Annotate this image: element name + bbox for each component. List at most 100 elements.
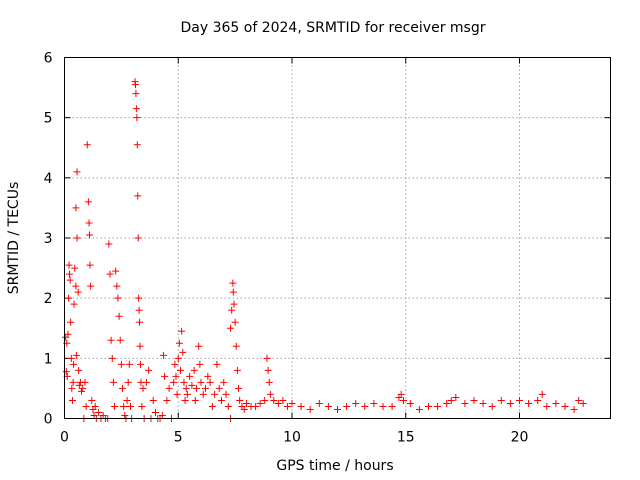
data-point [561, 402, 569, 410]
data-point [232, 342, 240, 350]
data-point [73, 234, 81, 242]
data-point [227, 324, 235, 332]
data-point [388, 402, 396, 410]
data-point [192, 384, 200, 392]
data-point [236, 396, 244, 404]
data-point [497, 396, 505, 404]
data-point [136, 318, 144, 326]
data-point [183, 390, 191, 398]
data-point [534, 396, 542, 404]
data-point [352, 399, 360, 407]
x-tick-labels: 0 5 10 15 20 [60, 430, 528, 446]
data-point [230, 300, 238, 308]
data-point [191, 396, 199, 404]
y-tick-label: 0 [44, 412, 53, 428]
data-point [65, 294, 73, 302]
data-point [135, 294, 143, 302]
data-point [165, 384, 173, 392]
data-points [62, 78, 587, 422]
data-point [68, 384, 76, 392]
data-point [172, 372, 180, 380]
data-point [211, 390, 219, 398]
data-point [123, 396, 131, 404]
x-axis-label: GPS time / hours [276, 458, 393, 474]
data-point [115, 312, 123, 320]
data-point [256, 399, 264, 407]
data-point [204, 372, 212, 380]
data-point [158, 411, 166, 419]
data-point [73, 168, 81, 176]
data-point [69, 378, 77, 386]
data-point [70, 360, 78, 368]
data-point [265, 378, 273, 386]
data-point [95, 408, 103, 416]
data-point [213, 360, 221, 368]
x-tick-label: 10 [283, 430, 301, 446]
data-point [66, 276, 74, 284]
data-point [235, 384, 243, 392]
data-point [109, 378, 117, 386]
data-point [149, 396, 157, 404]
data-point [240, 405, 248, 413]
data-point [182, 384, 190, 392]
data-point [105, 240, 113, 248]
data-point [66, 270, 74, 278]
data-point [195, 342, 203, 350]
data-point [108, 354, 116, 362]
data-point [233, 366, 241, 374]
data-point [84, 198, 92, 206]
data-point [186, 372, 194, 380]
data-point [64, 330, 72, 338]
data-point [170, 378, 178, 386]
data-point [117, 360, 125, 368]
data-point [173, 390, 181, 398]
data-point [434, 402, 442, 410]
data-point [470, 396, 478, 404]
data-point [67, 354, 75, 362]
data-point [62, 368, 70, 376]
data-point [159, 351, 167, 359]
data-point [196, 360, 204, 368]
data-point [252, 402, 260, 410]
data-point [506, 399, 514, 407]
data-point [88, 396, 96, 404]
data-point [222, 390, 230, 398]
data-point [190, 366, 198, 374]
data-point [178, 327, 186, 335]
data-point [121, 411, 129, 419]
data-point [179, 348, 187, 356]
x-tick-label: 0 [60, 430, 69, 446]
data-point [279, 396, 287, 404]
data-point [132, 105, 140, 113]
data-point [229, 288, 237, 296]
data-point [79, 384, 87, 392]
data-point [406, 399, 414, 407]
data-point [229, 279, 237, 287]
data-point [461, 399, 469, 407]
data-point [379, 402, 387, 410]
data-point [208, 402, 216, 410]
data-point [138, 402, 146, 410]
data-point [525, 399, 533, 407]
y-tick-label: 2 [44, 291, 53, 307]
data-point [125, 360, 133, 368]
data-point [370, 399, 378, 407]
data-point [399, 396, 407, 404]
data-point [206, 378, 214, 386]
data-point [324, 402, 332, 410]
data-point [86, 261, 94, 269]
x-tick-label: 5 [174, 430, 183, 446]
data-point [113, 282, 121, 290]
data-point [415, 405, 423, 413]
data-point [120, 402, 128, 410]
data-point [575, 396, 583, 404]
data-point [161, 372, 169, 380]
data-point [74, 288, 82, 296]
data-point [552, 399, 560, 407]
data-point [283, 402, 291, 410]
data-point [133, 141, 141, 149]
data-point [264, 366, 272, 374]
data-point [288, 399, 296, 407]
grid [64, 57, 611, 419]
y-tick-label: 1 [44, 351, 53, 367]
